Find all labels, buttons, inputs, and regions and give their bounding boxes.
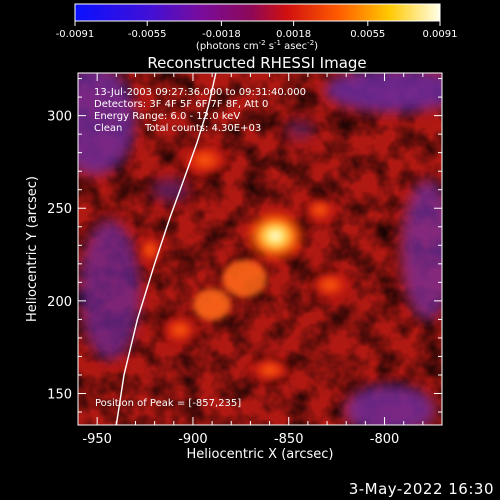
y-axis-ticks [78, 78, 442, 413]
info-annotations: 13-Jul-2003 09:27:36.000 to 09:31:40.000… [94, 87, 306, 409]
colorbar-tick-label: 0.0055 [350, 29, 385, 40]
heatmap-image [78, 73, 442, 425]
energy-range-text: Energy Range: 6.0 - 12.0 keV [94, 111, 240, 122]
detectors-text: Detectors: 3F 4F 5F 6F 7F 8F, Att 0 [94, 99, 268, 110]
x-tick-label: -850 [274, 432, 304, 447]
colorbar-tick-label: 0.0091 [423, 29, 458, 40]
colorbar-tick-labels: -0.0091 -0.0055 -0.0018 0.0018 0.0055 0.0091 [56, 29, 458, 40]
time-range-text: 13-Jul-2003 09:27:36.000 to 09:31:40.000 [94, 87, 306, 98]
flare-loop-leg [222, 259, 267, 298]
x-tick-label: -900 [178, 432, 208, 447]
y-tick-label: 150 [47, 388, 72, 403]
flare-features [193, 208, 308, 321]
total-counts-text: Total counts: 4.30E+03 [144, 123, 261, 134]
footer-date: 3-May-2022 16:30 [348, 480, 494, 498]
low-intensity-regions [78, 73, 442, 425]
solar-limb [115, 73, 217, 425]
peak-position-text: Position of Peak = [-857,235] [95, 398, 241, 409]
x-axis-label: Heliocentric X (arcsec) [187, 447, 334, 462]
y-tick-label: 200 [47, 295, 72, 310]
colorbar: -0.0091 -0.0055 -0.0018 0.0018 0.0055 0.0091 … [56, 3, 458, 52]
x-axis-tick-labels: -950 -900 -850 -800 [82, 432, 399, 447]
method-text: Clean [94, 123, 122, 134]
colorbar-tick-label: -0.0018 [202, 29, 241, 40]
colorbar-gradient [74, 3, 441, 22]
x-tick-label: -950 [82, 432, 112, 447]
y-axis-tick-labels: 150 200 250 300 [47, 110, 72, 403]
chart-title: Reconstructed RHESSI Image [147, 54, 366, 72]
colorbar-tick-label: -0.0055 [128, 29, 167, 40]
plot-frame [77, 72, 443, 426]
colorbar-ticks [74, 21, 441, 26]
y-tick-label: 300 [47, 110, 72, 125]
colorbar-units: (photons cm-2 s-1 asec-2) [196, 39, 318, 52]
flare-loop-tail [193, 288, 231, 321]
colorbar-tick-label: 0.0018 [276, 29, 311, 40]
y-axis-label: Heliocentric Y (arcsec) [25, 176, 40, 322]
y-tick-label: 250 [47, 202, 72, 217]
flare-footpoint [243, 208, 308, 264]
x-tick-label: -800 [370, 432, 400, 447]
colorbar-tick-label: -0.0091 [56, 29, 95, 40]
x-axis-ticks [77, 73, 443, 425]
